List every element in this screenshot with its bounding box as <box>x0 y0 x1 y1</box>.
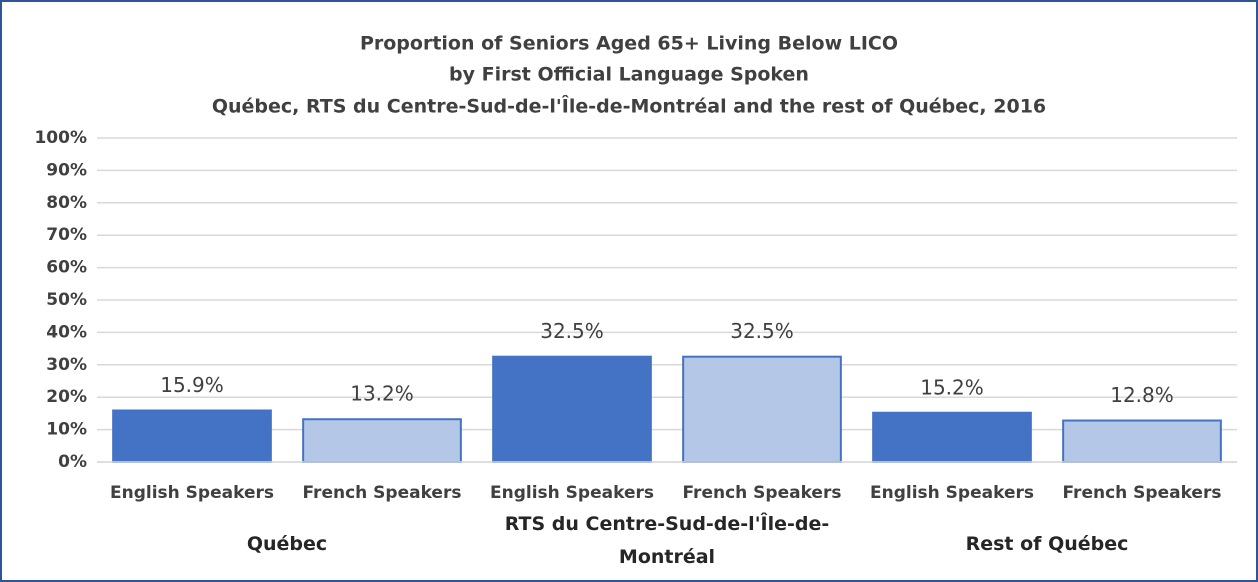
bar <box>492 355 652 464</box>
value-label: 32.5% <box>540 319 604 343</box>
value-label: 15.9% <box>160 373 224 397</box>
x-tick-label: French Speakers <box>1063 483 1222 503</box>
y-tick-label: 80% <box>46 193 87 213</box>
value-label: 32.5% <box>730 319 794 343</box>
group-label: Rest of Québec <box>965 533 1129 555</box>
x-tick-label: English Speakers <box>110 483 274 503</box>
chart-title: Proportion of Seniors Aged 65+ Living Be… <box>360 33 898 55</box>
chart-title: by First Official Language Spoken <box>449 64 809 86</box>
x-tick-label: French Speakers <box>303 483 462 503</box>
value-label: 13.2% <box>350 382 414 406</box>
y-tick-label: 0% <box>58 452 87 472</box>
x-tick-label: French Speakers <box>683 483 842 503</box>
value-label: 15.2% <box>920 375 984 399</box>
y-tick-label: 60% <box>46 258 87 278</box>
bar <box>112 409 272 464</box>
y-tick-label: 20% <box>46 387 87 407</box>
y-tick-label: 70% <box>46 225 87 245</box>
y-tick-label: 30% <box>46 355 87 375</box>
x-tick-label: English Speakers <box>870 483 1034 503</box>
chart-title: Québec, RTS du Centre-Sud-de-l'Île-de-Mo… <box>212 95 1046 118</box>
y-tick-label: 90% <box>46 160 87 180</box>
y-tick-label: 50% <box>46 290 87 310</box>
bar <box>1062 419 1222 464</box>
x-tick-label: English Speakers <box>490 483 654 503</box>
value-label: 12.8% <box>1110 383 1174 407</box>
y-tick-label: 10% <box>46 420 87 440</box>
bar <box>682 355 842 464</box>
y-tick-label: 100% <box>34 128 87 148</box>
bar <box>872 411 1032 464</box>
group-label: Québec <box>246 533 328 555</box>
y-tick-label: 40% <box>46 322 87 342</box>
bar <box>302 418 462 463</box>
group-label: RTS du Centre-Sud-de-l'Île-de-Montréal <box>504 513 830 568</box>
